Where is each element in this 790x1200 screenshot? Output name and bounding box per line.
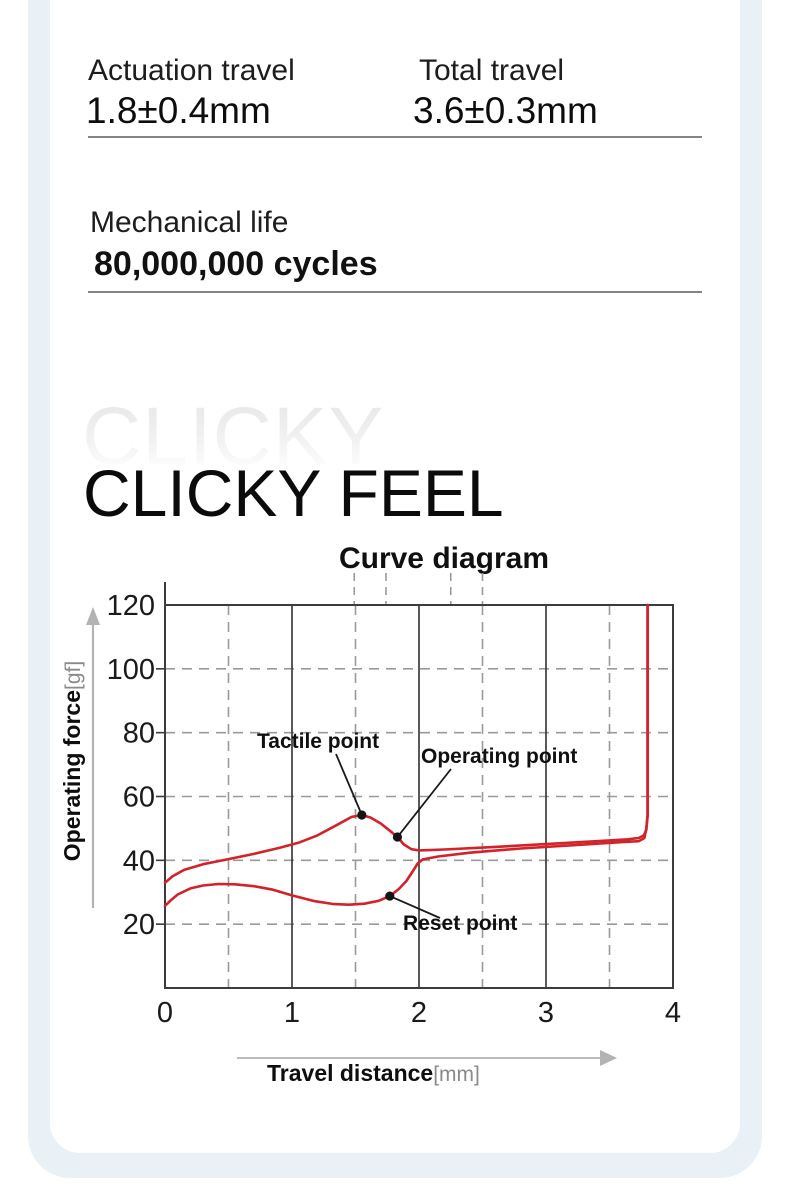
tactile-point-label: Tactile point <box>257 730 380 753</box>
leader-line <box>396 768 452 838</box>
reset-point-label: Reset point <box>403 912 518 935</box>
x-tick-label: 0 <box>157 997 173 1029</box>
y-tick-label: 80 <box>123 718 155 750</box>
clicky-watermark: CLICKY <box>82 391 385 482</box>
x-axis-label: Travel distance[mm] <box>267 1060 480 1087</box>
operating-point-label: Operating point <box>421 745 578 768</box>
mechanical-life-label: Mechanical life <box>90 206 289 239</box>
force-travel-curve-chart: 20 40 60 80 100 120 0 1 2 3 4 <box>86 573 681 1066</box>
total-travel-label: Total travel <box>419 54 565 87</box>
y-tick-label: 120 <box>107 590 155 622</box>
y-axis-arrowhead <box>86 607 100 625</box>
x-tick-label: 3 <box>538 997 554 1029</box>
actuation-travel-value: 1.8±0.4mm <box>86 90 271 131</box>
x-tick-label: 4 <box>665 997 681 1029</box>
chart-title: Curve diagram <box>338 542 550 575</box>
y-axis-label-unit: [gf] <box>62 660 85 690</box>
y-axis-label-text: Operating force <box>59 689 85 862</box>
x-axis-label-text: Travel distance <box>267 1060 434 1086</box>
mechanical-life-value: 80,000,000 cycles <box>94 245 378 283</box>
divider <box>88 136 702 138</box>
x-tick-label: 1 <box>284 997 300 1029</box>
data-point-dot <box>357 810 367 820</box>
leader-line <box>389 895 441 919</box>
total-travel-value: 3.6±0.3mm <box>413 90 598 131</box>
divider <box>88 291 702 293</box>
x-axis-arrowhead <box>600 1050 617 1066</box>
y-tick-label: 20 <box>123 909 155 941</box>
section-heading: CLICKY FEEL <box>83 456 504 530</box>
x-tick-label: 2 <box>411 997 427 1029</box>
data-point-dot <box>392 832 403 842</box>
x-axis-label-unit: [mm] <box>433 1063 480 1086</box>
y-tick-label: 40 <box>123 845 155 877</box>
y-tick-label: 100 <box>107 654 155 686</box>
y-axis-label: Operating force[gf] <box>59 601 89 921</box>
y-tick-label: 60 <box>123 782 155 814</box>
press-curve <box>163 603 649 885</box>
actuation-travel-label: Actuation travel <box>88 54 295 87</box>
data-point-dot <box>385 891 395 901</box>
leader-line <box>335 753 363 816</box>
